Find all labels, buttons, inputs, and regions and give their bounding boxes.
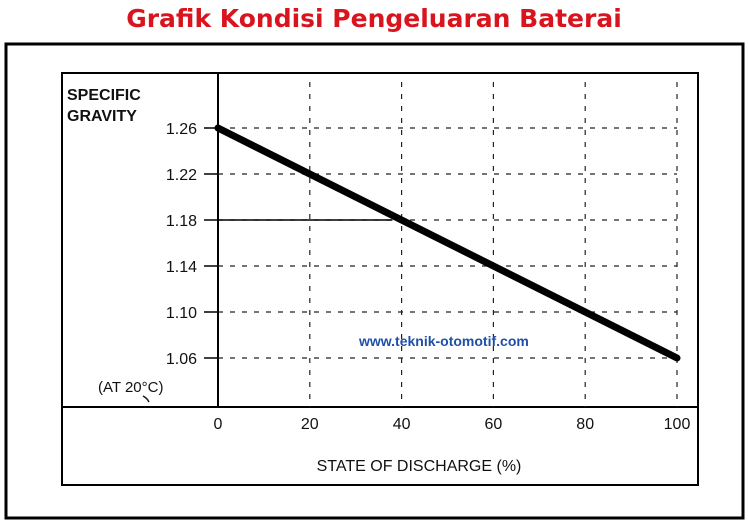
y-axis-label-line-2: GRAVITY bbox=[67, 108, 137, 125]
y-tick-label: 1.26 bbox=[166, 121, 197, 138]
discharge-line bbox=[214, 124, 681, 362]
x-tick-label: 80 bbox=[576, 416, 594, 433]
y-axis-label-line-1: SPECIFIC bbox=[67, 87, 141, 104]
chart-title: Grafik Kondisi Pengeluaran Baterai bbox=[126, 4, 622, 33]
y-tick-label: 1.06 bbox=[166, 351, 197, 368]
temperature-note: (AT 20°C) bbox=[98, 379, 163, 396]
y-tick-label: 1.10 bbox=[166, 305, 197, 322]
x-axis-label: STATE OF DISCHARGE (%) bbox=[317, 458, 522, 475]
x-tick-label: 0 bbox=[214, 416, 223, 433]
x-tick-label: 100 bbox=[664, 416, 691, 433]
x-tick-label: 40 bbox=[393, 416, 411, 433]
note-pointer bbox=[142, 395, 150, 403]
y-tick-label: 1.18 bbox=[166, 213, 197, 230]
outer-border bbox=[4, 42, 745, 520]
chart-frame bbox=[61, 72, 699, 486]
x-tick-label: 20 bbox=[301, 416, 319, 433]
y-tick-label: 1.22 bbox=[166, 167, 197, 184]
y-tick-label: 1.14 bbox=[166, 259, 197, 276]
x-tick-label: 60 bbox=[485, 416, 503, 433]
watermark-url: www.teknik-otomotif.com bbox=[358, 333, 529, 349]
